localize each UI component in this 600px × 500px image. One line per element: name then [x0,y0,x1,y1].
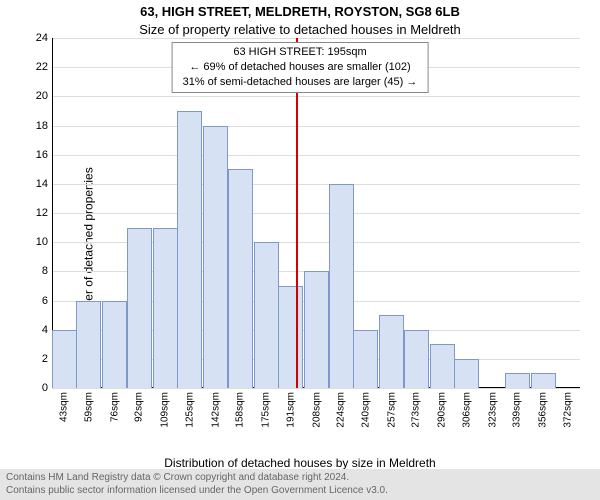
x-tick-label: 323sqm [487,388,498,428]
x-tick-label: 208sqm [311,388,322,428]
histogram-bar [153,228,178,388]
histogram-bar [278,286,303,388]
gridline [52,184,580,185]
x-tick-label: 339sqm [512,388,523,428]
x-tick-label: 76sqm [109,388,120,422]
y-tick-label: 10 [36,236,52,248]
annotation-line1: 63 HIGH STREET: 195sqm [183,45,418,60]
x-tick-label: 59sqm [83,388,94,422]
x-tick-label: 240sqm [360,388,371,428]
gridline [52,38,580,39]
x-tick-label: 92sqm [134,388,145,422]
histogram-bar [102,301,127,389]
y-tick-label: 16 [36,149,52,161]
histogram-bar [531,373,556,388]
x-tick-label: 306sqm [461,388,472,428]
histogram-bar [228,169,253,388]
y-tick-label: 2 [42,353,52,365]
y-tick-label: 14 [36,178,52,190]
x-tick-label: 290sqm [437,388,448,428]
y-tick-label: 4 [42,324,52,336]
histogram-bar [329,184,354,388]
x-tick-label: 224sqm [336,388,347,428]
histogram-bar [76,301,101,389]
chart-subtitle: Size of property relative to detached ho… [0,22,600,37]
x-tick-label: 273sqm [411,388,422,428]
histogram-bar [203,126,228,389]
x-tick-label: 142sqm [210,388,221,428]
y-tick-label: 0 [42,382,52,394]
x-tick-label: 109sqm [160,388,171,428]
gridline [52,126,580,127]
x-tick-label: 158sqm [235,388,246,428]
histogram-bar [404,330,429,388]
histogram-bar [254,242,279,388]
y-tick-label: 12 [36,207,52,219]
gridline [52,155,580,156]
x-tick-label: 372sqm [562,388,573,428]
y-tick-label: 18 [36,120,52,132]
y-tick-label: 8 [42,265,52,277]
y-tick-label: 24 [36,32,52,44]
footer-line1: Contains HM Land Registry data © Crown c… [6,472,594,485]
footer-line2: Contains public sector information licen… [6,485,594,498]
chart-title-address: 63, HIGH STREET, MELDRETH, ROYSTON, SG8 … [0,4,600,19]
annotation-box: 63 HIGH STREET: 195sqm ← 69% of detached… [172,42,429,93]
footer-attribution: Contains HM Land Registry data © Crown c… [0,469,600,500]
gridline [52,213,580,214]
annotation-line2: ← 69% of detached houses are smaller (10… [183,60,418,75]
gridline [52,96,580,97]
x-tick-label: 175sqm [261,388,272,428]
chart-container: 63, HIGH STREET, MELDRETH, ROYSTON, SG8 … [0,0,600,500]
histogram-bar [177,111,202,388]
histogram-bar [52,330,77,388]
histogram-bar [304,271,329,388]
histogram-bar [454,359,479,388]
histogram-bar [353,330,378,388]
histogram-bar [379,315,404,388]
x-tick-label: 191sqm [285,388,296,428]
annotation-line3: 31% of semi-detached houses are larger (… [183,75,418,90]
histogram-bar [505,373,530,388]
x-axis-label: Distribution of detached houses by size … [0,456,600,470]
x-tick-label: 356sqm [538,388,549,428]
y-tick-label: 20 [36,90,52,102]
histogram-bar [127,228,152,388]
y-tick-label: 22 [36,61,52,73]
y-tick-label: 6 [42,295,52,307]
x-tick-label: 43sqm [59,388,70,422]
x-tick-label: 125sqm [184,388,195,428]
histogram-bar [430,344,455,388]
x-tick-label: 257sqm [386,388,397,428]
